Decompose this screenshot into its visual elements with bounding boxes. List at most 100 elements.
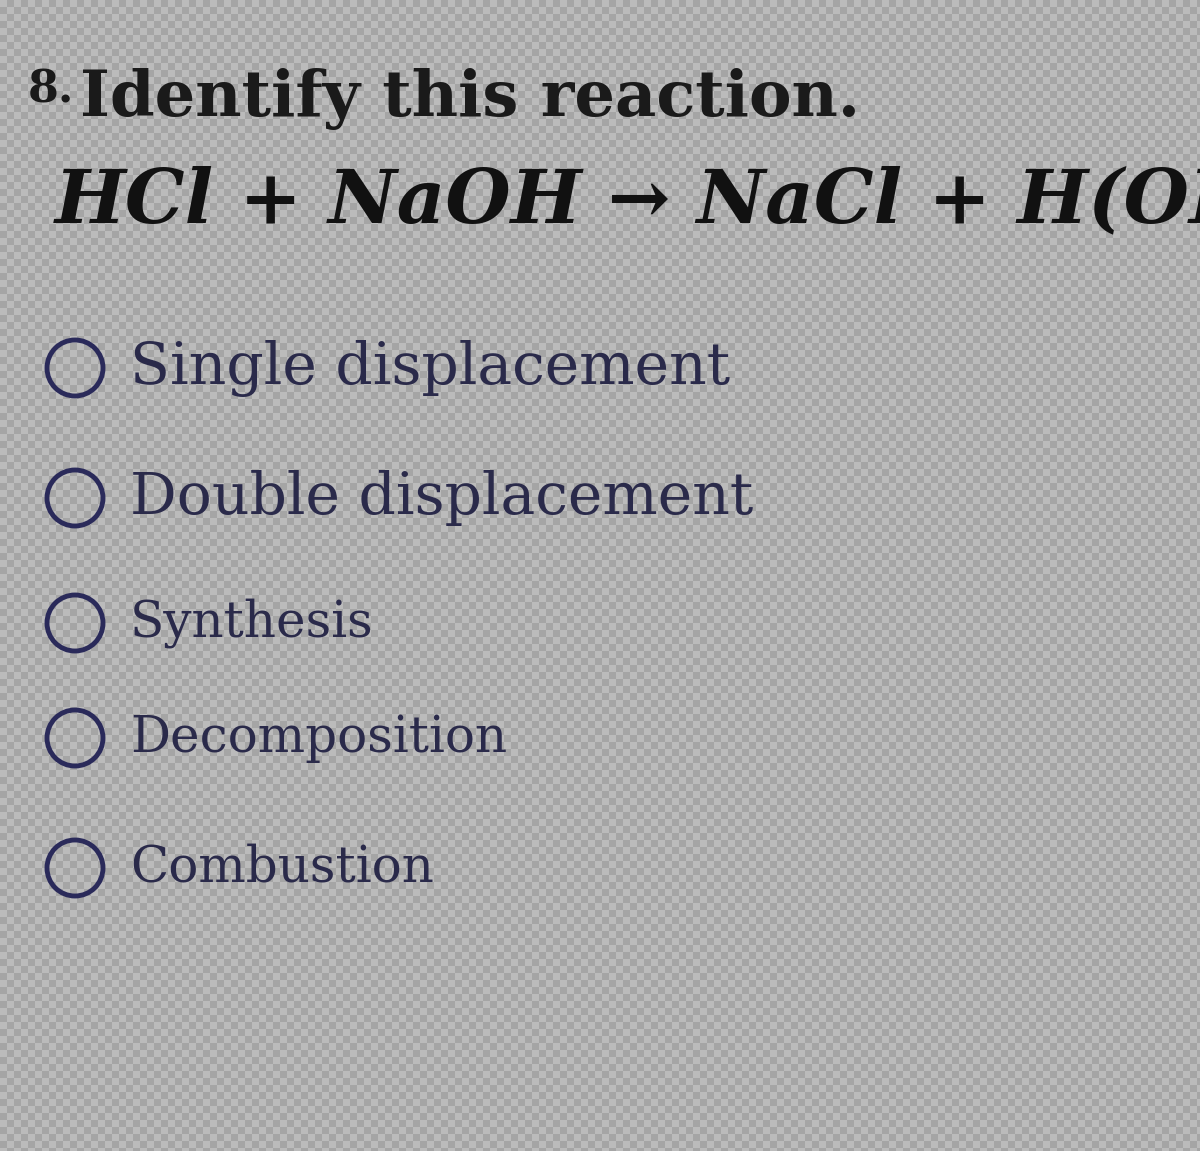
Bar bbox=[140, 427, 148, 434]
Bar bbox=[707, 413, 714, 420]
Bar bbox=[679, 455, 686, 462]
Bar bbox=[946, 147, 952, 154]
Bar bbox=[442, 623, 448, 630]
Bar bbox=[959, 245, 966, 252]
Bar bbox=[862, 763, 868, 770]
Bar bbox=[1092, 539, 1099, 546]
Bar bbox=[588, 378, 595, 384]
Bar bbox=[175, 1043, 182, 1050]
Bar bbox=[1169, 259, 1176, 266]
Bar bbox=[875, 497, 882, 504]
Bar bbox=[112, 427, 119, 434]
Bar bbox=[1148, 378, 1154, 384]
Bar bbox=[904, 749, 910, 756]
Bar bbox=[378, 973, 385, 980]
Bar bbox=[826, 378, 833, 384]
Bar bbox=[245, 434, 252, 441]
Bar bbox=[427, 252, 434, 259]
Bar bbox=[1078, 287, 1085, 294]
Bar bbox=[274, 1050, 280, 1057]
Bar bbox=[931, 441, 938, 448]
Bar bbox=[476, 945, 482, 952]
Bar bbox=[1141, 931, 1148, 938]
Bar bbox=[959, 784, 966, 791]
Bar bbox=[84, 777, 91, 784]
Bar bbox=[490, 1015, 497, 1022]
Bar bbox=[1078, 364, 1085, 371]
Bar bbox=[252, 889, 259, 895]
Bar bbox=[175, 1106, 182, 1113]
Bar bbox=[252, 727, 259, 735]
Bar bbox=[938, 336, 946, 343]
Bar bbox=[756, 1106, 763, 1113]
Bar bbox=[378, 637, 385, 645]
Bar bbox=[230, 1008, 238, 1015]
Bar bbox=[476, 245, 482, 252]
Bar bbox=[568, 287, 574, 294]
Bar bbox=[511, 7, 518, 14]
Bar bbox=[553, 273, 560, 280]
Bar bbox=[826, 658, 833, 665]
Bar bbox=[1001, 28, 1008, 35]
Bar bbox=[805, 273, 812, 280]
Bar bbox=[721, 364, 728, 371]
Bar bbox=[560, 924, 568, 931]
Bar bbox=[482, 41, 490, 49]
Bar bbox=[1001, 238, 1008, 245]
Bar bbox=[224, 525, 230, 532]
Bar bbox=[526, 413, 532, 420]
Bar bbox=[546, 749, 553, 756]
Bar bbox=[721, 875, 728, 882]
Bar bbox=[28, 119, 35, 125]
Bar bbox=[840, 882, 847, 889]
Bar bbox=[259, 917, 266, 924]
Bar bbox=[364, 134, 371, 140]
Bar bbox=[294, 63, 301, 70]
Bar bbox=[217, 98, 224, 105]
Bar bbox=[818, 574, 826, 581]
Bar bbox=[364, 413, 371, 420]
Bar bbox=[126, 91, 133, 98]
Bar bbox=[1022, 727, 1030, 735]
Bar bbox=[812, 302, 818, 308]
Bar bbox=[398, 357, 406, 364]
Bar bbox=[398, 637, 406, 645]
Bar bbox=[882, 336, 889, 343]
Bar bbox=[553, 1064, 560, 1070]
Bar bbox=[77, 468, 84, 477]
Bar bbox=[1015, 679, 1022, 686]
Bar bbox=[210, 336, 217, 343]
Bar bbox=[1127, 140, 1134, 147]
Bar bbox=[770, 777, 778, 784]
Bar bbox=[511, 959, 518, 966]
Bar bbox=[22, 1036, 28, 1043]
Bar bbox=[862, 868, 868, 875]
Bar bbox=[650, 168, 658, 175]
Bar bbox=[49, 609, 56, 616]
Bar bbox=[1043, 1029, 1050, 1036]
Bar bbox=[756, 988, 763, 994]
Bar bbox=[112, 994, 119, 1001]
Bar bbox=[644, 259, 650, 266]
Bar bbox=[805, 1022, 812, 1029]
Bar bbox=[1022, 70, 1030, 77]
Bar bbox=[763, 749, 770, 756]
Bar bbox=[588, 21, 595, 28]
Bar bbox=[553, 406, 560, 413]
Bar bbox=[7, 511, 14, 518]
Bar bbox=[770, 924, 778, 931]
Bar bbox=[22, 302, 28, 308]
Bar bbox=[1141, 427, 1148, 434]
Bar bbox=[728, 616, 734, 623]
Bar bbox=[1190, 645, 1198, 651]
Bar bbox=[637, 1113, 644, 1120]
Bar bbox=[910, 805, 917, 811]
Bar bbox=[581, 917, 588, 924]
Bar bbox=[28, 350, 35, 357]
Bar bbox=[7, 973, 14, 980]
Bar bbox=[314, 477, 322, 483]
Bar bbox=[840, 820, 847, 826]
Bar bbox=[1057, 770, 1064, 777]
Bar bbox=[931, 672, 938, 679]
Bar bbox=[588, 1092, 595, 1099]
